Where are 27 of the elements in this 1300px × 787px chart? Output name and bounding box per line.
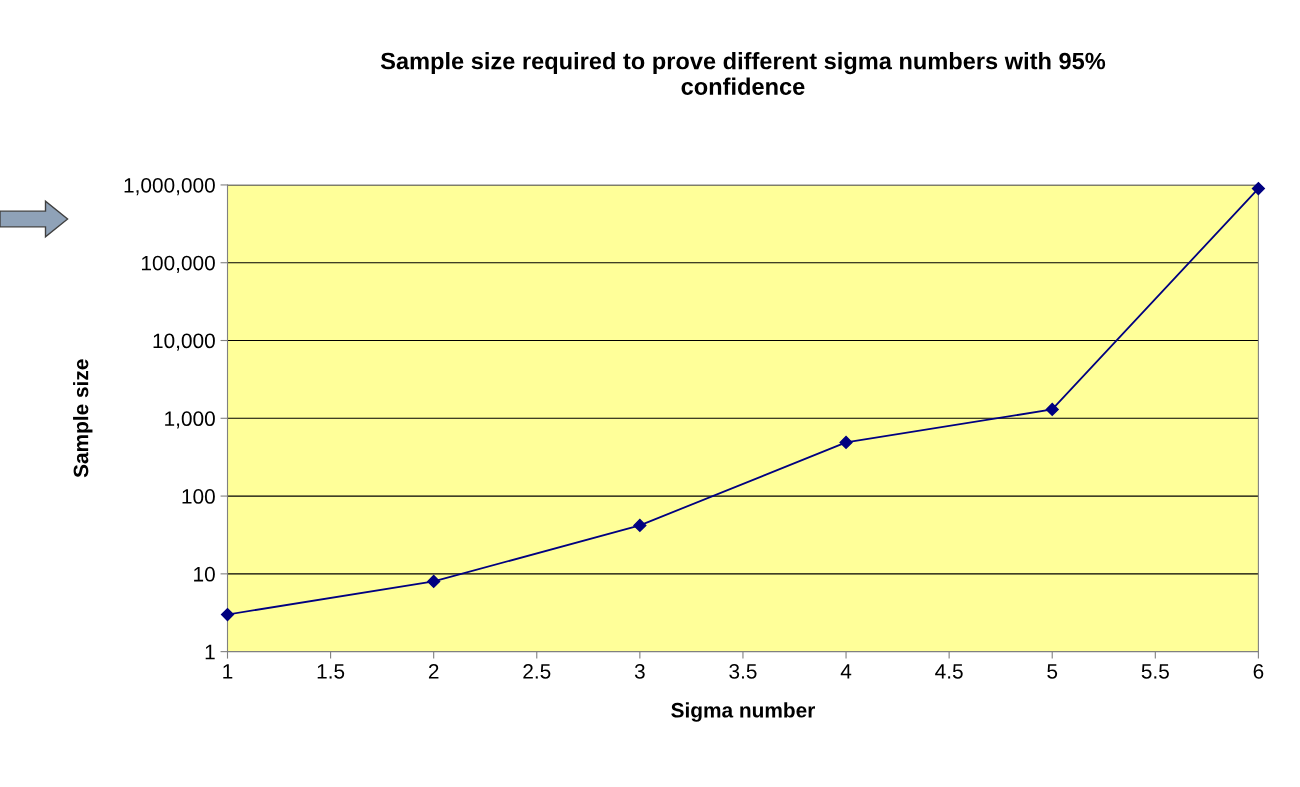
x-tick-label: 1 [223,664,233,679]
point [220,607,235,622]
y-tick-label: 1 [205,644,215,660]
x-tick-label: 4 [840,664,852,679]
x-axis-title: Sigma number [671,702,815,722]
chart-title: Sample size required to prove different sigma numbers with 95% confidence [380,52,1106,95]
y-tick-label: 100,000 [141,255,215,273]
y-tick-label: 100 [182,489,215,504]
y-axis-title: Sample size [73,359,93,478]
x-tick-label: 5.5 [1141,664,1169,679]
point [427,574,441,588]
y-tick-label: 10,000 [153,333,215,351]
x-tick-label: 2.5 [523,663,551,679]
y-tick-label: 1,000 [165,411,215,429]
x-tick-label: 1.5 [317,664,345,679]
x-tick-label: 6 [1253,663,1264,679]
x-tick-label: 5 [1047,664,1058,679]
x-tick-label: 3.5 [729,663,757,679]
y-tick-label: 1,000,000 [124,177,215,196]
point [839,435,853,449]
point [633,518,647,532]
y-tick-label: 10 [194,566,215,582]
x-tick-label: 2 [428,663,439,679]
point [1251,181,1265,196]
x-tick-label: 3 [634,663,645,679]
point [1045,402,1059,417]
x-tick-label: 4.5 [935,664,963,679]
